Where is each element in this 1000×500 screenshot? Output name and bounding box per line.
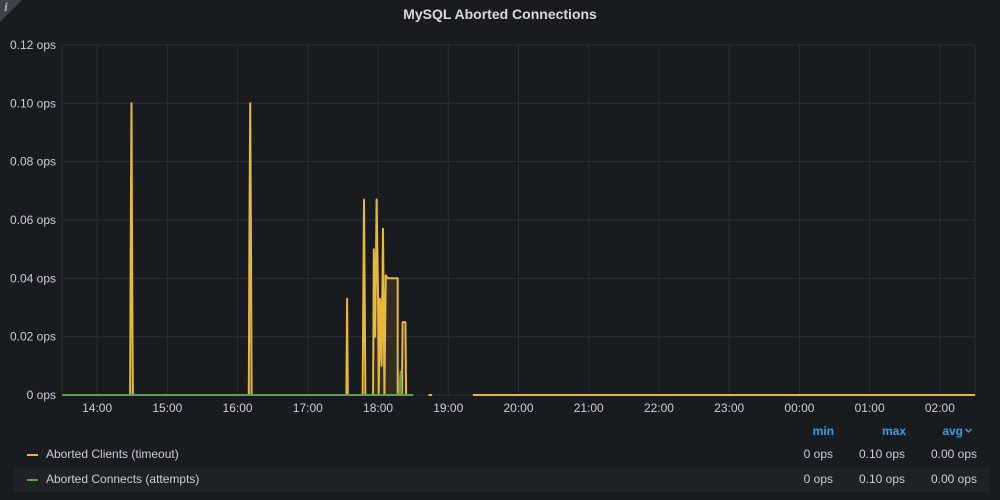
x-tick-label: 18:00 (363, 401, 393, 415)
legend-min-value: 0 ops (803, 447, 833, 461)
y-tick-label: 0.06 ops (10, 213, 56, 227)
legend-avg-value: 0.00 ops (930, 447, 977, 461)
y-tick-label: 0.08 ops (10, 155, 56, 169)
legend: min max avg Aborted Clients (timeout) 0 … (14, 420, 990, 492)
x-tick-label: 14:00 (82, 401, 112, 415)
legend-avg-header[interactable]: avg (942, 424, 963, 438)
series-line-aborted-connects[interactable] (62, 370, 414, 396)
x-tick-label: 19:00 (433, 401, 463, 415)
legend-series-name[interactable]: Aborted Clients (timeout) (46, 447, 179, 461)
panel-title[interactable]: MySQL Aborted Connections (403, 6, 597, 22)
legend-avg-value: 0.00 ops (930, 472, 977, 486)
y-tick-label: 0.04 ops (10, 271, 56, 285)
legend-row-aborted-clients[interactable]: Aborted Clients (timeout) 0 ops 0.10 ops… (14, 442, 990, 467)
legend-header: min max avg (14, 420, 990, 442)
info-icon[interactable]: i (4, 1, 9, 14)
x-tick-label: 01:00 (855, 401, 885, 415)
series-line-aborted-clients[interactable] (62, 102, 408, 396)
x-tick-label: 23:00 (714, 401, 744, 415)
legend-min-header[interactable]: min (812, 424, 834, 438)
x-tick-label: 00:00 (784, 401, 814, 415)
x-tick-label: 16:00 (223, 401, 253, 415)
series-color-swatch[interactable] (27, 454, 38, 456)
chevron-down-icon[interactable] (964, 424, 973, 438)
x-tick-label: 20:00 (503, 401, 533, 415)
legend-max-value: 0.10 ops (858, 447, 905, 461)
legend-min-value: 0 ops (803, 472, 833, 486)
info-corner[interactable] (0, 0, 22, 22)
y-tick-label: 0.12 ops (10, 38, 56, 52)
y-tick-label: 0 ops (27, 388, 56, 402)
line-chart[interactable]: 0 ops 0.02 ops 0.04 ops 0.06 ops 0.08 ops 0.1… (0, 0, 1000, 420)
x-tick-label: 21:00 (574, 401, 604, 415)
series-color-swatch[interactable] (27, 479, 38, 481)
legend-max-header[interactable]: max (882, 424, 907, 438)
x-tick-label: 17:00 (293, 401, 323, 415)
y-tick-label: 0.10 ops (10, 96, 56, 110)
series-area-aborted-clients (62, 103, 407, 396)
legend-max-value: 0.10 ops (858, 472, 905, 486)
x-tick-label: 02:00 (925, 401, 955, 415)
x-tick-label: 15:00 (152, 401, 182, 415)
x-tick-label: 22:00 (644, 401, 674, 415)
y-axis: 0 ops 0.02 ops 0.04 ops 0.06 ops 0.08 ops 0.1… (10, 38, 56, 402)
legend-row-aborted-connects[interactable]: Aborted Connects (attempts) 0 ops 0.10 o… (14, 467, 990, 492)
y-tick-label: 0.02 ops (10, 330, 56, 344)
grid-lines (61, 44, 976, 396)
legend-series-name[interactable]: Aborted Connects (attempts) (46, 472, 200, 486)
x-axis: 14:00 15:00 16:00 17:00 18:00 19:00 20:00 21:00… (82, 401, 955, 415)
series-lines (62, 102, 975, 396)
